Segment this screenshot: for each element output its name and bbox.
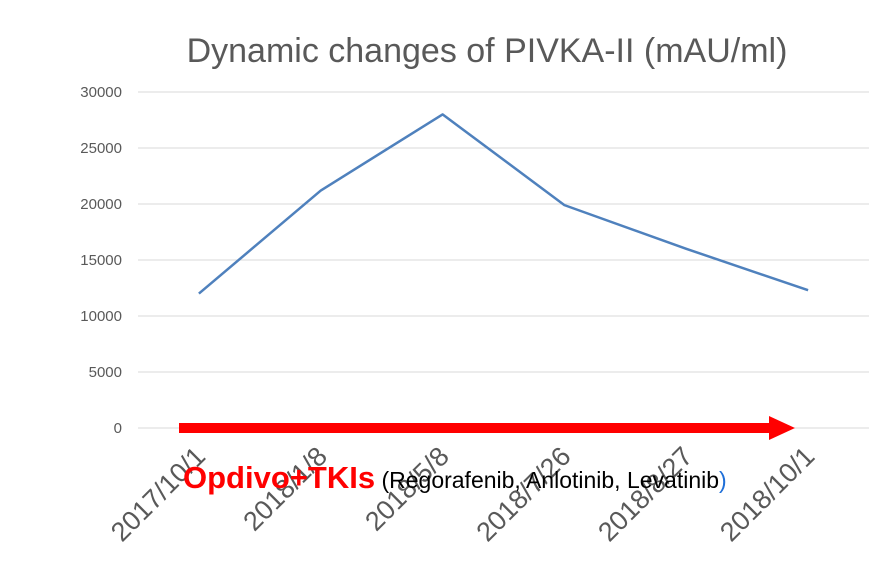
treatment-annotation: Opdivo+TKIs (Regorafenib, Anlotinib, Lev…	[183, 460, 727, 495]
x-tick-label: 2018/10/1	[714, 441, 820, 547]
y-axis-tick-labels: 0 5000 10000 15000 20000 25000 30000	[80, 84, 122, 437]
annotation-close-paren: )	[719, 467, 727, 493]
annotation-main: Opdivo+TKIs	[183, 460, 375, 495]
treatment-arrow	[179, 416, 795, 440]
y-tick-label: 25000	[80, 140, 122, 157]
annotation-open-paren: (	[375, 467, 389, 493]
annotation-drugs: Regorafenib, Anlotinib, Levatinib	[389, 467, 719, 493]
chart-title: Dynamic changes of PIVKA-II (mAU/ml)	[187, 32, 788, 70]
x-tick-label: 2018/8/27	[592, 441, 698, 547]
treatment-arrow-head	[769, 416, 795, 440]
gridlines	[138, 91, 869, 429]
x-tick-label: 2018/7/26	[471, 441, 577, 547]
y-tick-label: 5000	[89, 364, 122, 381]
y-tick-label: 30000	[80, 84, 122, 101]
y-tick-label: 20000	[80, 196, 122, 213]
series-line	[198, 113, 809, 295]
y-tick-label: 0	[114, 420, 122, 437]
y-tick-label: 15000	[80, 252, 122, 269]
series-points	[198, 114, 809, 294]
y-tick-label: 10000	[80, 308, 122, 325]
